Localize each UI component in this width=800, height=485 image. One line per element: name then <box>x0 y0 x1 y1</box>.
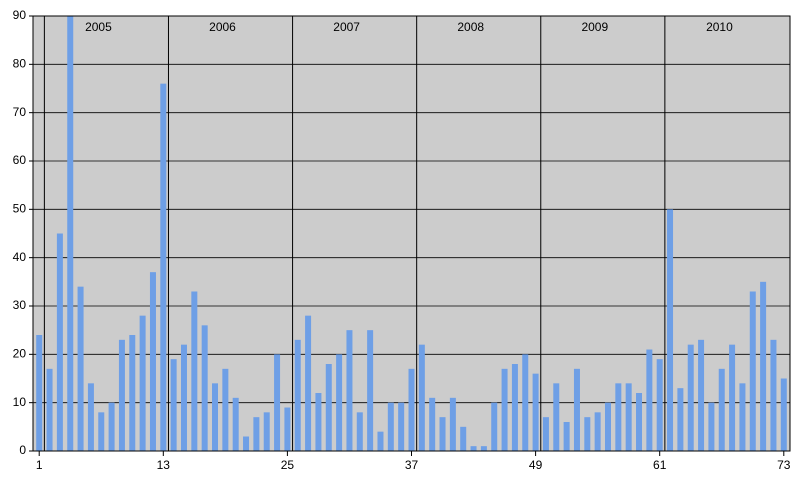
bar <box>604 402 611 451</box>
bar <box>687 344 694 451</box>
bar <box>532 373 539 451</box>
y-tick-label: 30 <box>13 298 27 312</box>
bar <box>439 417 446 451</box>
bar <box>749 291 756 451</box>
bar <box>594 412 601 451</box>
bar <box>129 335 136 451</box>
bar <box>98 412 105 451</box>
period-label: 2008 <box>457 20 484 34</box>
bar <box>460 426 467 451</box>
bar <box>46 368 53 451</box>
x-tick-label: 61 <box>653 458 667 472</box>
bar <box>718 368 725 451</box>
bar <box>656 359 663 451</box>
bar <box>284 407 291 451</box>
y-tick-label: 40 <box>13 250 27 264</box>
bar <box>615 383 622 451</box>
x-tick-label: 73 <box>777 458 791 472</box>
bar <box>118 339 125 451</box>
period-label: 2006 <box>209 20 236 34</box>
bar <box>418 344 425 451</box>
bar <box>760 281 767 451</box>
x-tick-label: 25 <box>281 458 295 472</box>
bar <box>470 446 477 451</box>
y-tick-label: 50 <box>13 202 27 216</box>
bar <box>677 388 684 451</box>
bar <box>491 402 498 451</box>
bar <box>77 286 84 451</box>
y-tick-label: 90 <box>13 8 27 22</box>
period-label: 2005 <box>85 20 112 34</box>
bar <box>108 402 115 451</box>
bar <box>253 417 260 451</box>
bar <box>708 402 715 451</box>
period-label: 2007 <box>333 20 360 34</box>
bar <box>139 315 146 451</box>
bar <box>263 412 270 451</box>
y-tick-label: 10 <box>13 395 27 409</box>
bar <box>511 364 518 451</box>
bar <box>729 344 736 451</box>
bar <box>36 335 43 451</box>
bar <box>377 431 384 451</box>
bar <box>480 446 487 451</box>
bar <box>87 383 94 451</box>
bar <box>201 325 208 451</box>
y-tick-label: 60 <box>13 153 27 167</box>
bar <box>636 393 643 451</box>
bar <box>294 339 301 451</box>
x-tick-label: 1 <box>36 458 43 472</box>
bar <box>67 16 74 451</box>
bar <box>274 354 281 451</box>
bar <box>522 354 529 451</box>
bar <box>305 315 312 451</box>
period-label: 2010 <box>706 20 733 34</box>
y-tick-label: 0 <box>19 443 26 457</box>
bar <box>191 291 198 451</box>
bar <box>584 417 591 451</box>
bar <box>398 402 405 451</box>
bar <box>387 402 394 451</box>
bar <box>542 417 549 451</box>
bar <box>243 436 250 451</box>
x-tick-label: 13 <box>157 458 171 472</box>
bar <box>429 397 436 451</box>
bar <box>501 368 508 451</box>
y-tick-label: 20 <box>13 347 27 361</box>
bar <box>553 383 560 451</box>
bar <box>449 397 456 451</box>
bar <box>698 339 705 451</box>
bar <box>170 359 177 451</box>
bar <box>573 368 580 451</box>
y-tick-label: 70 <box>13 105 27 119</box>
bar <box>160 83 167 452</box>
bar <box>325 364 332 451</box>
bar <box>625 383 632 451</box>
bar <box>408 368 415 451</box>
bar <box>739 383 746 451</box>
bar <box>667 209 674 451</box>
period-label: 2009 <box>581 20 608 34</box>
bar <box>315 393 322 451</box>
bar <box>336 354 343 451</box>
bar <box>367 330 374 451</box>
bar <box>56 233 63 451</box>
bar <box>149 272 156 451</box>
bar <box>180 344 187 451</box>
bar <box>770 339 777 451</box>
bar <box>563 422 570 451</box>
bar <box>346 330 353 451</box>
bar <box>232 397 239 451</box>
bar <box>356 412 363 451</box>
bar <box>222 368 229 451</box>
bar <box>212 383 219 451</box>
bar <box>780 378 787 451</box>
x-tick-label: 37 <box>405 458 419 472</box>
bar <box>646 349 653 451</box>
y-tick-label: 80 <box>13 57 27 71</box>
x-tick-label: 49 <box>529 458 543 472</box>
